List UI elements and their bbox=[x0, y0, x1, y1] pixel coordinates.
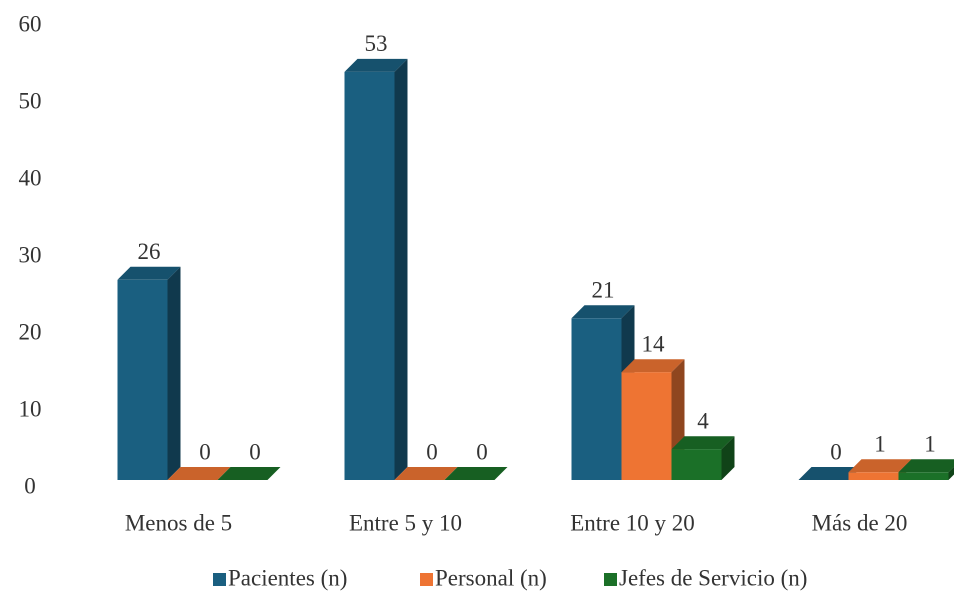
data-label: 4 bbox=[697, 408, 709, 433]
bar-top bbox=[444, 467, 508, 480]
bar-top bbox=[671, 436, 735, 450]
bar bbox=[621, 372, 672, 480]
legend-label: Jefes de Servicio (n) bbox=[619, 565, 807, 590]
bar-top bbox=[167, 467, 231, 480]
y-tick-label: 50 bbox=[19, 88, 42, 113]
y-tick-label: 20 bbox=[19, 319, 42, 344]
x-tick-label: Entre 10 y 20 bbox=[570, 510, 695, 535]
bar-side bbox=[721, 436, 735, 480]
legend-label: Personal (n) bbox=[435, 565, 547, 590]
bar bbox=[848, 472, 899, 480]
bar-top bbox=[344, 58, 408, 72]
data-label: 0 bbox=[249, 439, 261, 464]
bar-top bbox=[621, 359, 685, 373]
legend-label: Pacientes (n) bbox=[228, 565, 347, 590]
bar-top bbox=[117, 266, 181, 280]
data-label: 53 bbox=[365, 31, 388, 56]
data-label: 26 bbox=[138, 239, 161, 264]
y-tick-label: 10 bbox=[19, 396, 42, 421]
legend-swatch bbox=[604, 573, 617, 586]
bar-side bbox=[167, 266, 181, 480]
data-label: 14 bbox=[642, 331, 666, 356]
bar-side bbox=[394, 58, 408, 481]
bar bbox=[117, 279, 168, 480]
data-label: 21 bbox=[592, 278, 615, 303]
bar-top bbox=[394, 467, 458, 480]
bar bbox=[344, 71, 395, 481]
y-tick-label: 60 bbox=[19, 11, 42, 36]
bar-top bbox=[217, 467, 281, 480]
data-label: 1 bbox=[874, 432, 886, 457]
x-tick-label: Entre 5 y 10 bbox=[349, 510, 462, 535]
data-label: 0 bbox=[426, 439, 438, 464]
y-tick-label: 30 bbox=[19, 242, 42, 267]
data-label: 0 bbox=[476, 439, 488, 464]
bar bbox=[671, 449, 722, 480]
legend-swatch bbox=[213, 573, 226, 586]
x-tick-label: Más de 20 bbox=[812, 510, 908, 535]
y-tick-label: 0 bbox=[24, 473, 36, 498]
bar bbox=[571, 318, 622, 480]
data-label: 1 bbox=[924, 432, 936, 457]
data-label: 0 bbox=[199, 439, 211, 464]
legend-swatch bbox=[420, 573, 433, 586]
bar-top bbox=[798, 467, 862, 480]
bar bbox=[898, 472, 949, 480]
bar-top bbox=[571, 305, 635, 319]
bar-side bbox=[948, 466, 954, 480]
x-tick-label: Menos de 5 bbox=[125, 510, 232, 535]
bar-top bbox=[848, 459, 912, 473]
y-tick-label: 40 bbox=[19, 165, 42, 190]
data-label: 0 bbox=[830, 439, 842, 464]
bar-top bbox=[898, 459, 954, 473]
